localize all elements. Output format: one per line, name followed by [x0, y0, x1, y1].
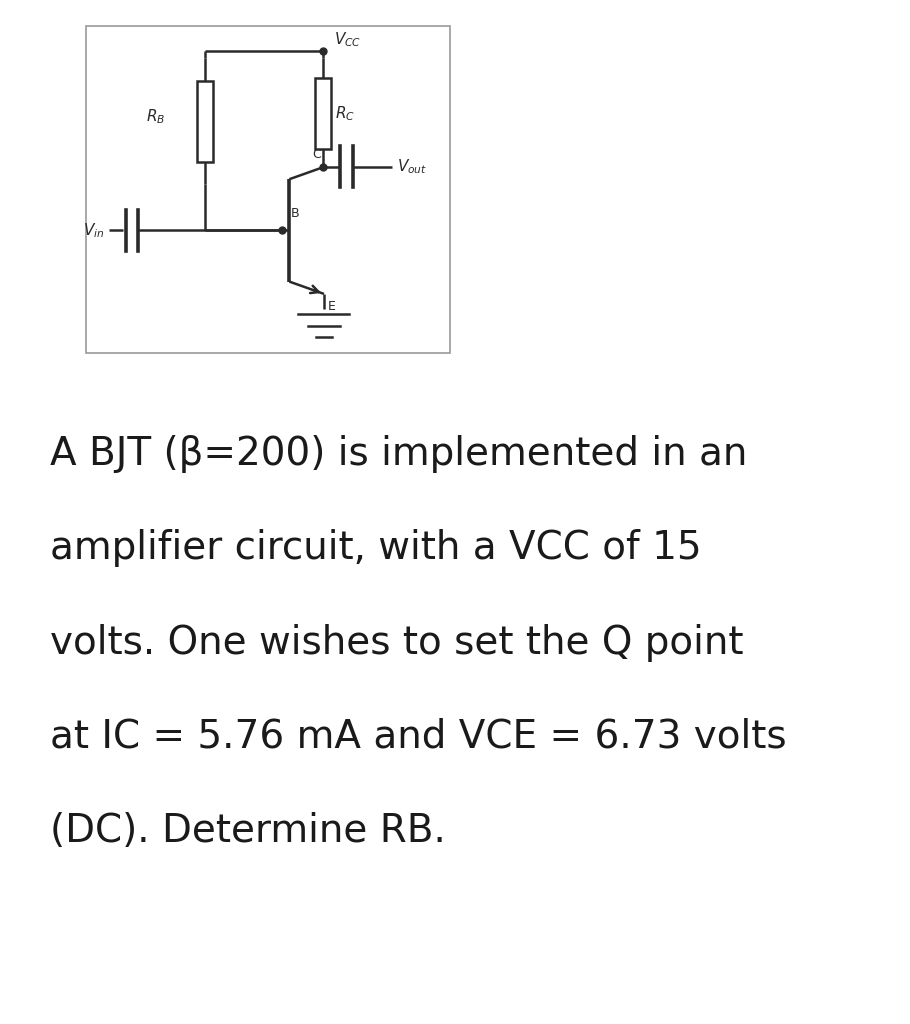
Text: E: E: [328, 300, 336, 313]
Text: $V_{out}$: $V_{out}$: [397, 158, 427, 176]
Text: B: B: [291, 207, 299, 220]
Text: $V_{in}$: $V_{in}$: [83, 221, 105, 240]
Text: volts. One wishes to set the Q point: volts. One wishes to set the Q point: [50, 624, 743, 662]
Bar: [86, 26, 450, 353]
Text: (DC). Determine RB.: (DC). Determine RB.: [50, 812, 446, 850]
Bar: [315, 78, 331, 150]
Bar: [197, 81, 213, 162]
Text: at IC = 5.76 mA and VCE = 6.73 volts: at IC = 5.76 mA and VCE = 6.73 volts: [50, 718, 786, 756]
Text: A BJT (β=200) is implemented in an: A BJT (β=200) is implemented in an: [50, 435, 747, 473]
Text: $R_B$: $R_B$: [146, 106, 165, 126]
Text: amplifier circuit, with a VCC of 15: amplifier circuit, with a VCC of 15: [50, 529, 702, 567]
Text: $R_C$: $R_C$: [335, 104, 355, 123]
Text: $V_{CC}$: $V_{CC}$: [334, 31, 361, 49]
Text: C: C: [312, 147, 321, 161]
